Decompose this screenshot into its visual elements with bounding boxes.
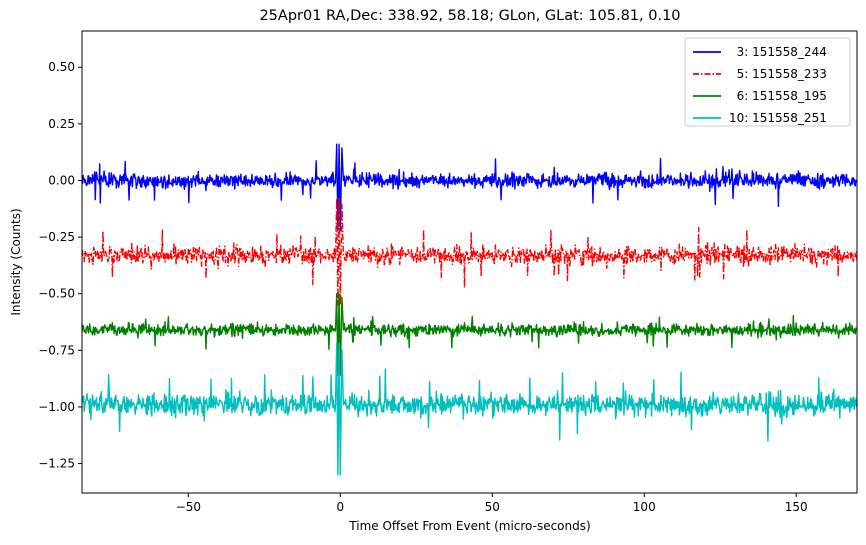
y-tick-label: −1.00: [38, 400, 75, 414]
x-axis-label: Time Offset From Event (micro-seconds): [348, 519, 590, 533]
legend: 3: 151558_244 5: 151558_233 6: 151558_19…: [684, 37, 851, 127]
x-tick-label: −50: [176, 500, 201, 514]
series-line-4: [82, 342, 857, 476]
x-tick-label: 100: [633, 500, 656, 514]
series-line-1: [82, 143, 857, 231]
legend-entry: 10: 151558_251: [729, 111, 827, 125]
y-tick-label: −1.25: [38, 457, 75, 471]
x-tick-label: 50: [485, 500, 500, 514]
x-axis: −50 0 50 100 150: [176, 493, 808, 514]
series-layer: [82, 143, 857, 476]
series-line-3: [82, 293, 857, 376]
y-tick-label: −0.25: [38, 230, 75, 244]
y-tick-label: 0.50: [48, 60, 75, 74]
y-axis: 0.50 0.25 0.00 −0.25 −0.50 −0.75 −1.00 −1.25: [38, 60, 82, 471]
y-tick-label: 0.00: [48, 173, 75, 187]
legend-entry: 6: 151558_195: [729, 89, 827, 103]
legend-entry: 3: 151558_244: [729, 45, 827, 59]
y-tick-label: −0.50: [38, 287, 75, 301]
plot-frame: [81, 30, 858, 494]
x-tick-label: 0: [337, 500, 345, 514]
chart-title: 25Apr01 RA,Dec: 338.92, 58.18; GLon, GLa…: [259, 8, 680, 24]
y-tick-label: 0.25: [48, 117, 75, 131]
y-tick-label: −0.75: [38, 343, 75, 357]
series-line-2: [82, 197, 857, 306]
legend-entry: 5: 151558_233: [729, 67, 827, 81]
y-axis-label: Intensity (Counts): [9, 208, 23, 315]
legend-box: [684, 37, 851, 127]
x-tick-label: 150: [785, 500, 808, 514]
